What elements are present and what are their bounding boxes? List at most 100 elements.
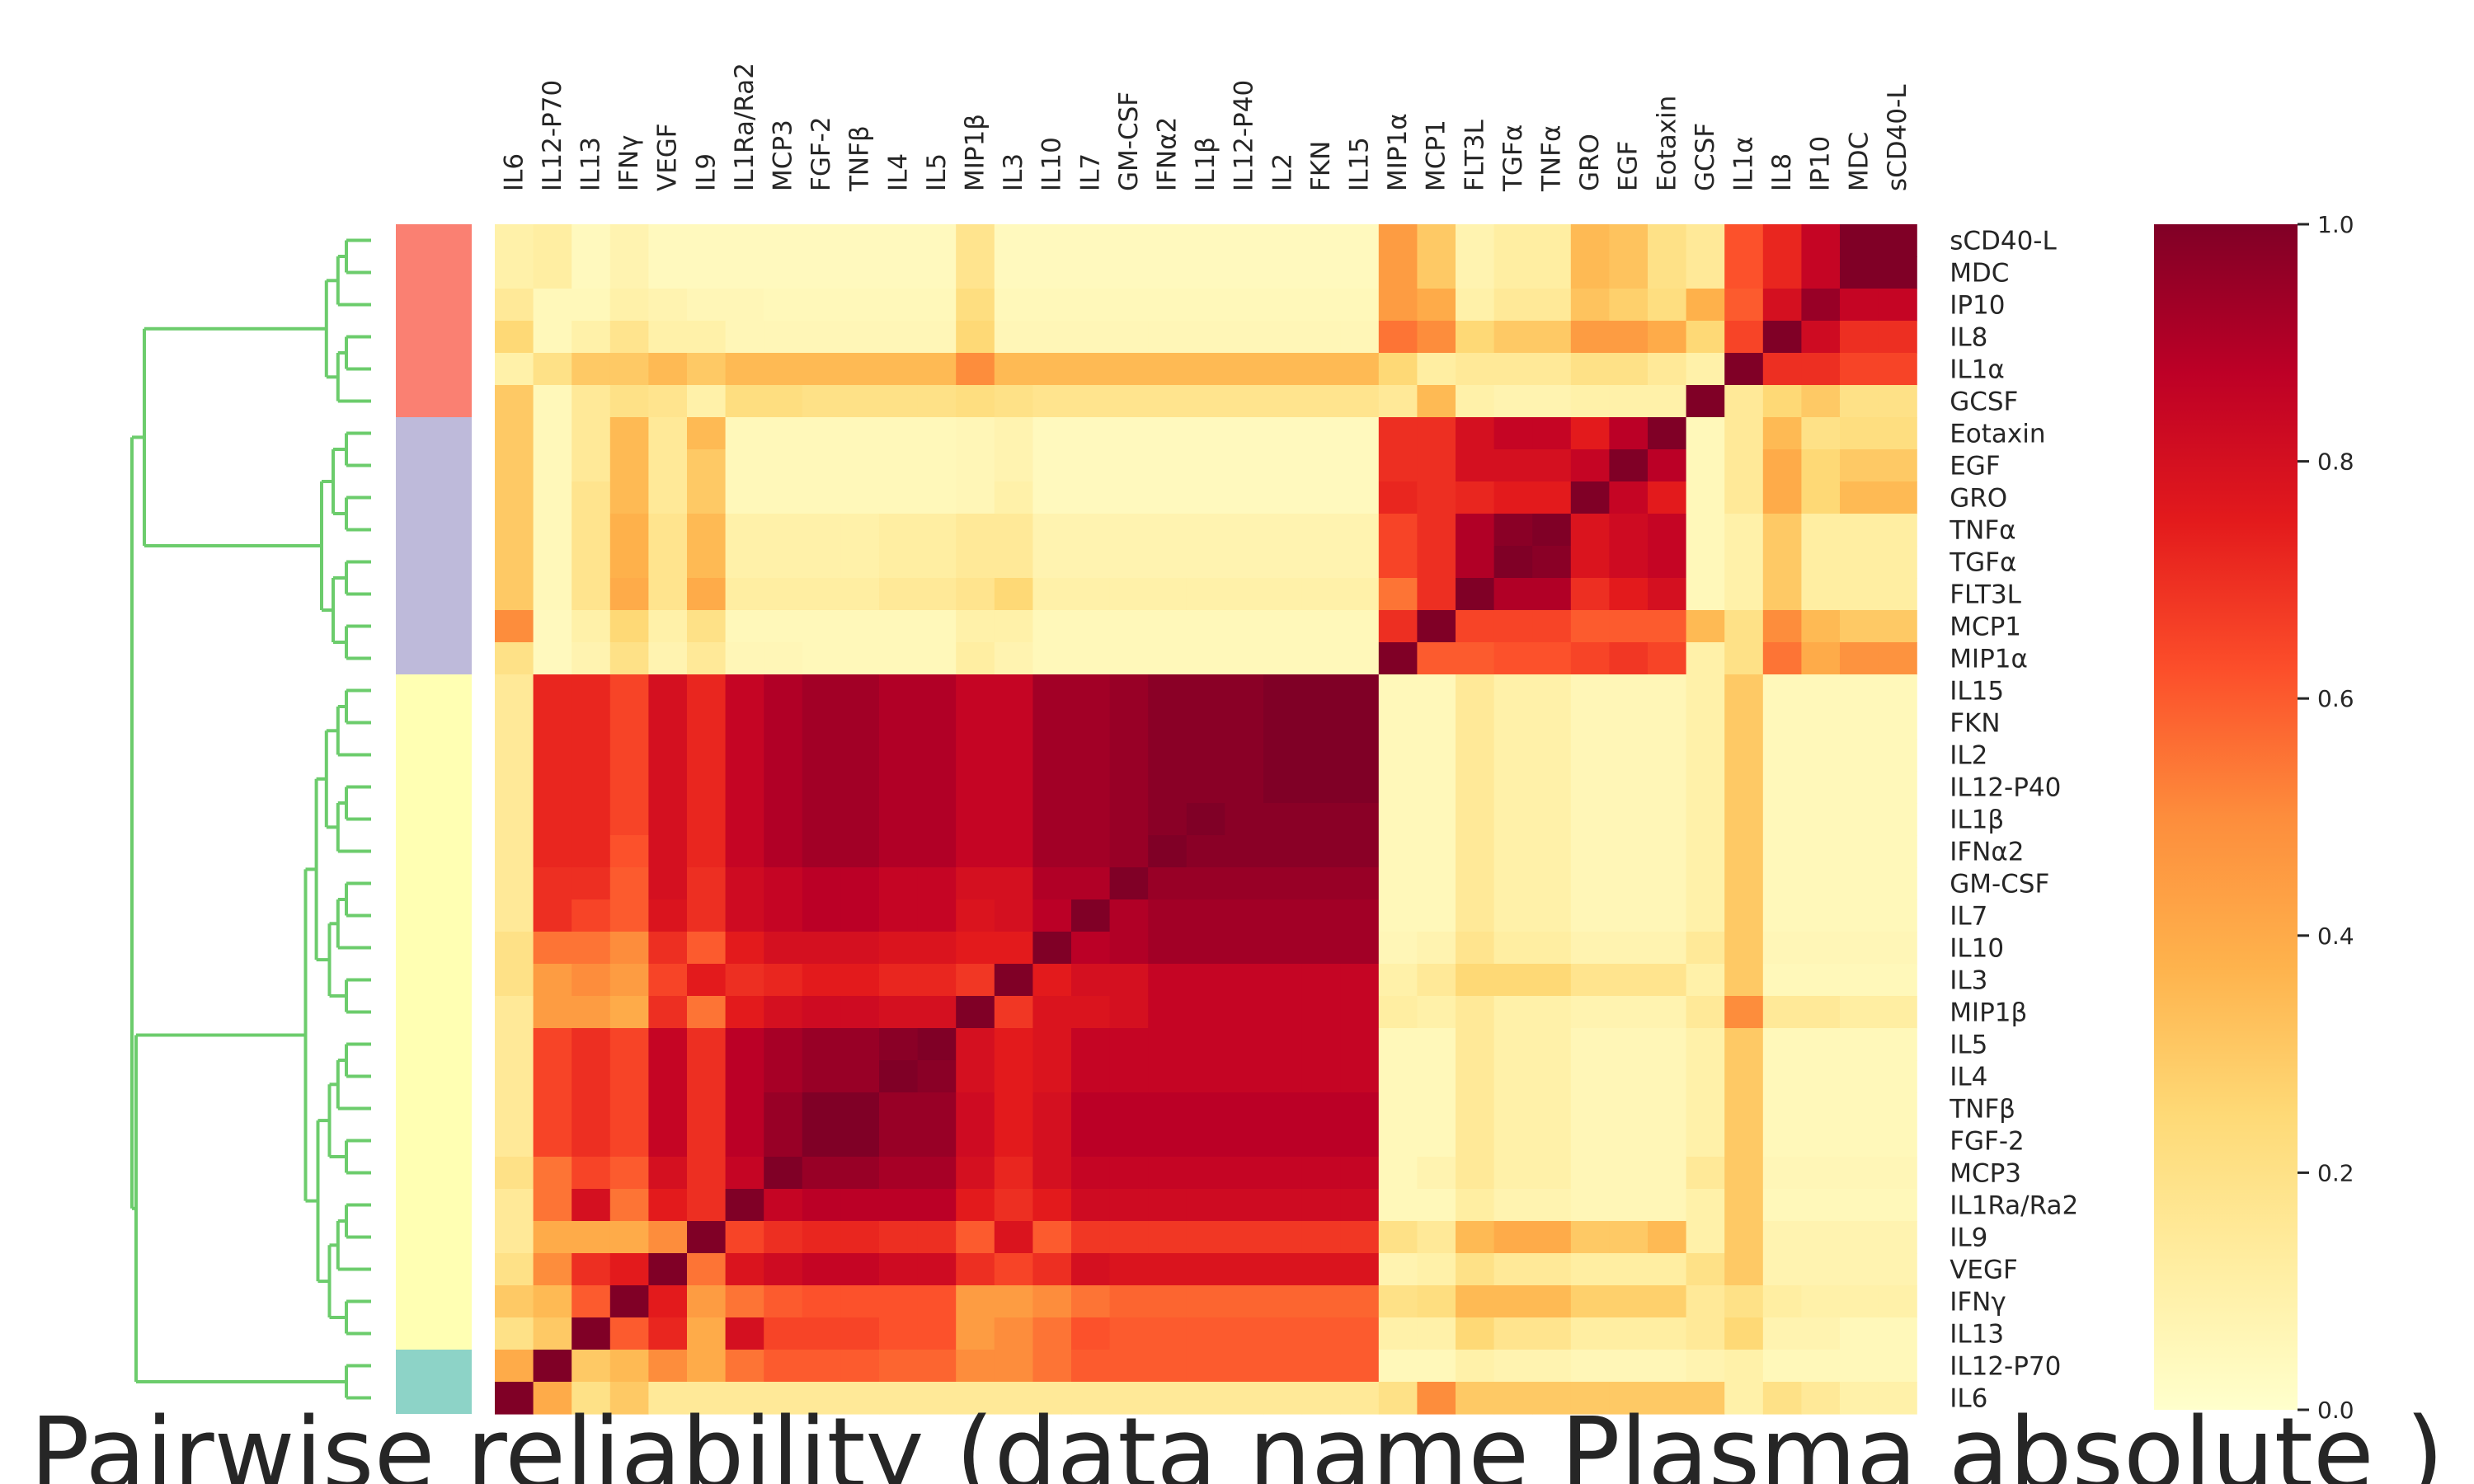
heatmap-cell (1225, 835, 1264, 868)
heatmap-cell (956, 224, 995, 257)
heatmap-cell (1724, 674, 1764, 707)
heatmap-cell (802, 739, 841, 772)
heatmap-cell (1532, 1285, 1572, 1318)
heatmap-cell (1301, 1253, 1341, 1286)
heatmap-cell (1148, 899, 1188, 932)
heatmap-cell (609, 642, 649, 675)
heatmap-cell (802, 1092, 841, 1125)
heatmap-cell (725, 353, 764, 386)
heatmap-cell (648, 289, 688, 322)
heatmap-cell (1340, 1253, 1380, 1286)
row-label: IFNγ (1950, 1288, 2006, 1317)
column-label: EGF (1614, 141, 1644, 191)
heatmap-cell (1801, 771, 1841, 804)
heatmap-cell (1148, 739, 1188, 772)
heatmap-cell (1340, 514, 1380, 547)
heatmap-cell (1148, 707, 1188, 740)
heatmap-cell (1340, 1060, 1380, 1093)
heatmap-cell (1186, 803, 1225, 836)
row-label: IL1α (1950, 355, 2005, 385)
heatmap-cell (1878, 1028, 1917, 1061)
heatmap-cell (1378, 1382, 1418, 1415)
heatmap-cell (1493, 385, 1533, 418)
heatmap-cell (1071, 385, 1111, 418)
heatmap-cell (994, 385, 1033, 418)
heatmap-cell (725, 1060, 764, 1093)
heatmap-cell (1686, 256, 1725, 289)
heatmap-cell (956, 835, 995, 868)
heatmap-cell (1148, 546, 1188, 579)
heatmap-cell (571, 771, 611, 804)
heatmap-cell (840, 1125, 880, 1158)
heatmap-cell (1532, 256, 1572, 289)
heatmap-cell (1532, 899, 1572, 932)
heatmap-cell (609, 514, 649, 547)
heatmap-cell (648, 1028, 688, 1061)
heatmap-cell (1378, 803, 1418, 836)
heatmap-cell (571, 610, 611, 643)
heatmap-cell (609, 256, 649, 289)
heatmap-cell (1148, 1125, 1188, 1158)
heatmap-cell (917, 289, 957, 322)
column-label: IL3 (999, 153, 1028, 191)
heatmap-cell (1609, 224, 1649, 257)
row-label: TNFβ (1949, 1095, 2015, 1125)
heatmap-cell (917, 256, 957, 289)
heatmap-cell (956, 1125, 995, 1158)
heatmap-cell (1456, 353, 1495, 386)
heatmap-cell (1148, 1350, 1188, 1383)
heatmap-cell (571, 353, 611, 386)
heatmap-cell (956, 1317, 995, 1350)
heatmap-cell (1186, 1060, 1225, 1093)
heatmap-cell (1570, 385, 1610, 418)
heatmap-cell (1340, 417, 1380, 450)
heatmap-cell (1724, 610, 1764, 643)
colorbar-tick-label: 0.2 (2317, 1159, 2354, 1186)
row-label: VEGF (1950, 1256, 2018, 1285)
heatmap-cell (1301, 546, 1341, 579)
heatmap-cell (917, 707, 957, 740)
heatmap-cell (687, 1221, 727, 1254)
heatmap-cell (495, 899, 534, 932)
column-label: MIP1β (961, 114, 990, 191)
heatmap-cell (879, 224, 919, 257)
heatmap-cell (879, 514, 919, 547)
heatmap-cell (533, 1028, 572, 1061)
heatmap-cell (1148, 674, 1188, 707)
heatmap-cell (1493, 803, 1533, 836)
heatmap-cell (687, 256, 727, 289)
heatmap-cell (1609, 481, 1649, 514)
heatmap-cell (1609, 610, 1649, 643)
heatmap-cell (687, 385, 727, 418)
heatmap-cell (609, 224, 649, 257)
heatmap-cell (533, 1157, 572, 1190)
heatmap-cell (1456, 1092, 1495, 1125)
heatmap-cell (1032, 1350, 1072, 1383)
heatmap-cell (609, 321, 649, 354)
heatmap-cell (1417, 546, 1456, 579)
heatmap-cell (1493, 899, 1533, 932)
heatmap-cell (1456, 1350, 1495, 1383)
heatmap-cell (571, 932, 611, 965)
heatmap-cell (1225, 1028, 1264, 1061)
heatmap-cell (725, 449, 764, 482)
heatmap-cell (879, 707, 919, 740)
heatmap-cell (994, 417, 1033, 450)
heatmap-cell (725, 417, 764, 450)
heatmap-cell (571, 707, 611, 740)
row-label: IL15 (1950, 677, 2004, 707)
heatmap-cell (840, 1253, 880, 1286)
heatmap-cell (1340, 1317, 1380, 1350)
heatmap-cell (495, 578, 534, 611)
heatmap-cell (533, 578, 572, 611)
heatmap-cell (994, 835, 1033, 868)
heatmap-cell (1225, 610, 1264, 643)
heatmap-cell (1570, 771, 1610, 804)
heatmap-cell (1648, 899, 1687, 932)
heatmap-cell (1340, 739, 1380, 772)
heatmap-cell (1686, 1350, 1725, 1383)
heatmap-cell (802, 996, 841, 1029)
heatmap-cell (571, 1028, 611, 1061)
heatmap-cell (764, 1092, 803, 1125)
heatmap-cell (1493, 481, 1533, 514)
